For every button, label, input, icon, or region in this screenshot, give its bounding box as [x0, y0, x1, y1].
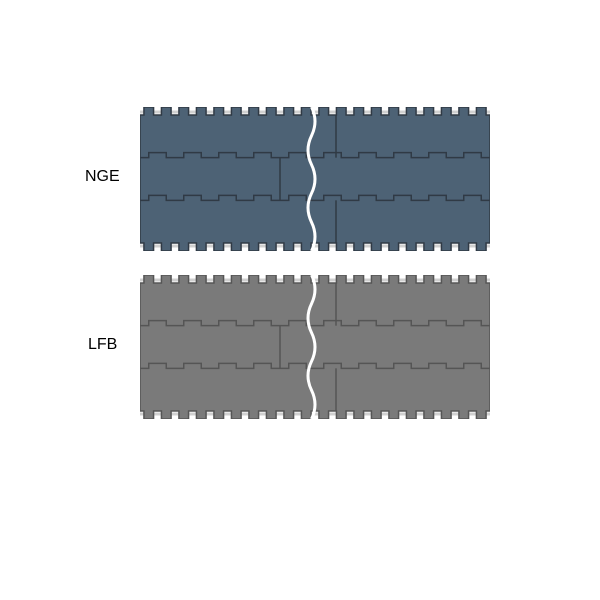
belt-diagram: NGE LFB: [0, 0, 600, 600]
belt-label-lfb: LFB: [88, 336, 117, 354]
belt-label-nge: NGE: [85, 168, 120, 186]
